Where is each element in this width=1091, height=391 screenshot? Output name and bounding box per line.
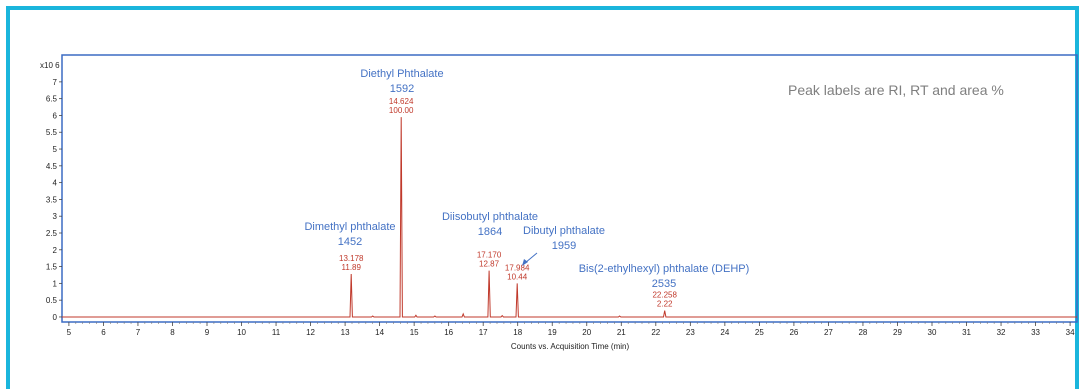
x-tick-label: 22 <box>651 328 660 337</box>
compound-name: Diethyl Phthalate <box>360 68 443 80</box>
peak-label-note: Peak labels are RI, RT and area % <box>788 82 1004 98</box>
peak-rt-label: 17.984 <box>505 263 530 272</box>
retention-index: 1864 <box>478 226 502 238</box>
compound-name: Dimethyl phthalate <box>304 221 395 233</box>
y-tick-label: 6.5 <box>46 95 58 104</box>
x-tick-label: 17 <box>479 328 488 337</box>
y-tick-label: 2 <box>53 246 58 255</box>
y-tick-label: 3 <box>53 212 58 221</box>
x-tick-label: 23 <box>686 328 695 337</box>
peak-rt-label: 13.178 <box>339 254 364 263</box>
compound-name: Dibutyl phthalate <box>523 225 605 237</box>
x-tick-label: 30 <box>928 328 937 337</box>
x-tick-label: 21 <box>617 328 626 337</box>
x-tick-label: 31 <box>962 328 971 337</box>
x-tick-label: 34 <box>1066 328 1075 337</box>
y-tick-label: 5.5 <box>46 128 58 137</box>
dibutyl-arrow <box>522 252 538 266</box>
peak-rt-label: 14.624 <box>389 97 414 106</box>
x-tick-label: 32 <box>997 328 1006 337</box>
x-tick-label: 7 <box>136 328 141 337</box>
plot-area <box>61 54 1078 323</box>
peak-rt-label: 22.258 <box>652 291 677 300</box>
y-tick-label: 7 <box>53 78 58 87</box>
x-tick-label: 26 <box>789 328 798 337</box>
x-tick-label: 15 <box>410 328 419 337</box>
y-axis: 0 0.5 1 1.5 2 2.5 3 3.5 4 4.5 5 5.5 6 6.5 7 <box>46 78 62 322</box>
x-tick-label: 28 <box>858 328 867 337</box>
x-axis: 5 6 7 8 9 10 11 12 13 14 15 16 17 18 19 20 21 22 23 24 25 26 2… <box>67 322 1075 337</box>
retention-index: 1452 <box>338 236 362 248</box>
x-tick-label: 6 <box>101 328 106 337</box>
x-tick-label: 27 <box>824 328 833 337</box>
y-tick-label: 0.5 <box>46 296 58 305</box>
x-tick-label: 14 <box>375 328 384 337</box>
x-tick-label: 10 <box>237 328 246 337</box>
y-tick-label: 1 <box>53 279 58 288</box>
x-tick-label: 8 <box>170 328 175 337</box>
x-tick-label: 25 <box>755 328 764 337</box>
peak-area-label: 12.87 <box>479 260 500 269</box>
x-tick-label: 19 <box>548 328 557 337</box>
y-tick-label: 0 <box>53 313 58 322</box>
peak-rt-label: 17.170 <box>477 251 502 260</box>
x-tick-label: 9 <box>205 328 210 337</box>
y-tick-label: 2.5 <box>46 229 58 238</box>
compound-name: Diisobutyl phthalate <box>442 211 538 223</box>
retention-index: 1959 <box>552 240 576 252</box>
x-tick-label: 29 <box>893 328 902 337</box>
y-tick-label: 4.5 <box>46 162 58 171</box>
x-tick-label: 20 <box>582 328 591 337</box>
retention-index: 2535 <box>652 278 676 290</box>
x-tick-label: 13 <box>341 328 350 337</box>
peak-area-label: 100.00 <box>389 106 414 115</box>
x-tick-label: 11 <box>272 328 281 337</box>
x-axis-title: Counts vs. Acquisition Time (min) <box>511 342 630 351</box>
x-tick-label: 18 <box>513 328 522 337</box>
peak-area-label: 2.22 <box>657 300 673 309</box>
compound-name: Bis(2-ethylhexyl) phthalate (DEHP) <box>579 263 750 275</box>
x-tick-label: 16 <box>444 328 453 337</box>
x-tick-label: 33 <box>1031 328 1040 337</box>
y-tick-label: 6 <box>53 111 58 120</box>
x-tick-label: 24 <box>720 328 729 337</box>
peak-area-label: 11.89 <box>342 263 362 272</box>
retention-index: 1592 <box>390 83 414 95</box>
y-tick-label: 5 <box>53 145 58 154</box>
x-tick-label: 5 <box>67 328 72 337</box>
peak-area-label: 10.44 <box>507 272 528 281</box>
y-multiplier-label: x10 6 <box>40 61 60 70</box>
x-tick-label: 12 <box>306 328 315 337</box>
y-tick-label: 4 <box>53 179 58 188</box>
arrow-head <box>522 259 528 266</box>
y-tick-label: 3.5 <box>46 195 58 204</box>
chromatogram-trace <box>62 117 1077 318</box>
y-tick-label: 1.5 <box>46 263 58 272</box>
